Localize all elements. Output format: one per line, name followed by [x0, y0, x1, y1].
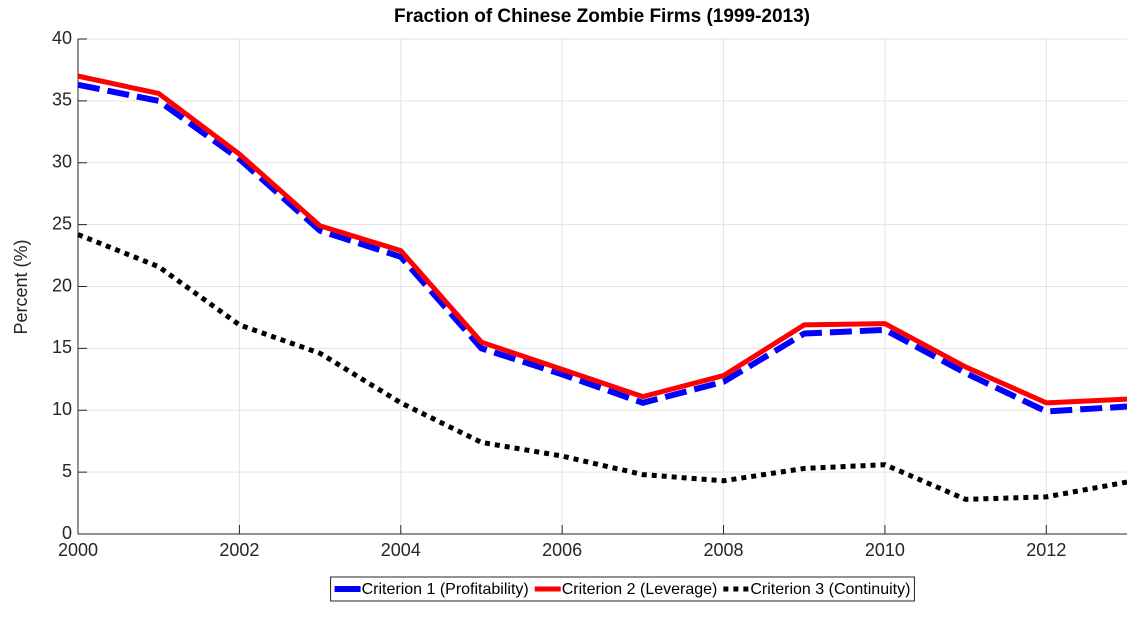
- data-line: [77, 81, 1127, 415]
- y-tick-label: 20: [52, 275, 72, 295]
- x-tick-label: 2010: [865, 540, 905, 560]
- legend-label: Criterion 1 (Profitability): [362, 581, 529, 598]
- y-tick-label: 10: [52, 399, 72, 419]
- data-line: [77, 232, 1127, 502]
- y-tick-label: 5: [62, 461, 72, 481]
- legend-label: Criterion 2 (Leverage): [562, 581, 718, 598]
- x-tick-label: 2006: [542, 540, 582, 560]
- x-tick-label: 2012: [1026, 540, 1066, 560]
- y-tick-label: 30: [52, 152, 72, 172]
- legend-box: [330, 576, 915, 602]
- x-tick-label: 2002: [219, 540, 259, 560]
- legend: Criterion 1 (Profitability) Criterion 2 (…: [330, 576, 915, 602]
- y-tick-label: 35: [52, 90, 72, 110]
- y-tick-label: 0: [62, 523, 72, 543]
- x-tick-label: 2004: [381, 540, 421, 560]
- x-tick-label: 2008: [704, 540, 744, 560]
- y-axis-label: Percent (%): [11, 239, 31, 334]
- y-tick-label: 25: [52, 213, 72, 233]
- x-tick-label: 2000: [58, 540, 98, 560]
- y-tick-label: 15: [52, 337, 72, 357]
- chart-title: Fraction of Chinese Zombie Firms (1999-2…: [394, 6, 810, 27]
- data-line: [77, 73, 1127, 406]
- y-tick-label: 40: [52, 28, 72, 48]
- legend-label: Criterion 3 (Continuity): [750, 581, 910, 598]
